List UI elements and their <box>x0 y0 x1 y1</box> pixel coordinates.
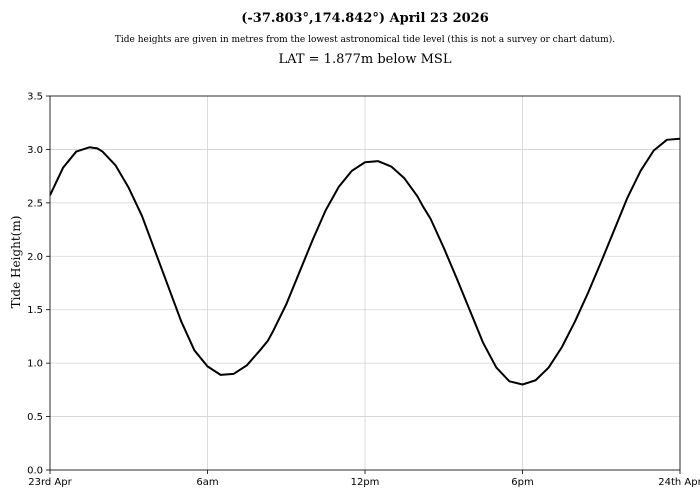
chart-title: (-37.803°,174.842°) April 23 2026 <box>241 11 489 26</box>
plot-frame <box>49 95 681 471</box>
x-tick-label: 24th Apr <box>658 477 700 488</box>
x-tick-label: 23rd Apr <box>28 477 72 488</box>
tide-height-line <box>50 137 680 386</box>
grid <box>49 95 681 471</box>
y-tick-label: 3.5 <box>27 92 43 103</box>
y-tick-label: 2.0 <box>27 252 43 263</box>
x-tick-label: 6am <box>196 477 218 488</box>
lat-note: LAT = 1.877m below MSL <box>278 52 452 67</box>
chart-subtitle: Tide heights are given in metres from th… <box>114 35 616 45</box>
y-tick-label: 2.5 <box>27 198 43 209</box>
y-tick-label: 1.0 <box>27 359 43 370</box>
axes: 0.0 0.5 1.0 1.5 2.0 2.5 3.0 3.5 23rd Apr 6am 12pm 6… <box>27 92 700 489</box>
y-axis-label: Tide Height(m) <box>9 216 23 309</box>
series-group <box>50 137 680 386</box>
y-tick-label: 0.5 <box>27 412 43 423</box>
y-tick-label: 3.0 <box>27 145 43 156</box>
x-tick-label: 6pm <box>511 477 533 488</box>
y-tick-label: 1.5 <box>27 305 43 316</box>
y-tick-label: 0.0 <box>27 466 43 477</box>
x-tick-label: 12pm <box>351 477 380 488</box>
